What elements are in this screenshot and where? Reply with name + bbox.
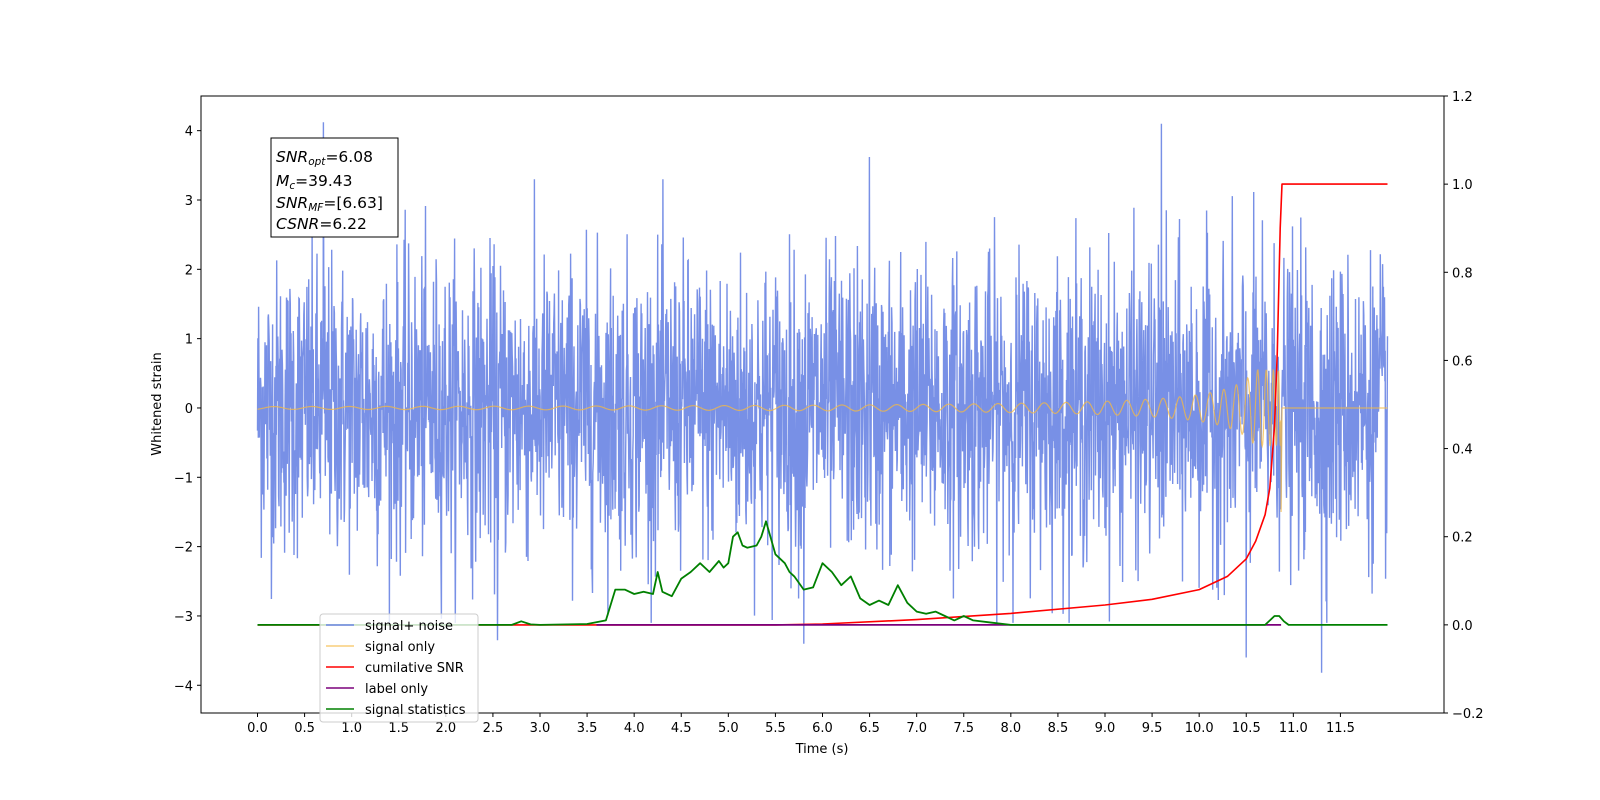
x-tick-label: 6.5: [859, 721, 880, 736]
x-tick-label: 7.5: [953, 721, 974, 736]
y-left-tick-label: 1: [185, 333, 193, 348]
annotation-box: SNRopt=6.08 Mc=39.43 SNRMF=[6.63] CSNR=6…: [270, 137, 399, 238]
y-right-tick-label: 0.4: [1452, 443, 1473, 458]
x-tick-label: 7.0: [906, 721, 927, 736]
y-left-tick-label: 3: [185, 194, 193, 209]
x-tick-label: 2.0: [435, 721, 456, 736]
legend-frame: [319, 613, 479, 723]
y-left-tick-label: 4: [185, 125, 193, 140]
legend-label-cumulative-snr: cumilative SNR: [365, 661, 464, 676]
x-tick-label: 11.0: [1279, 721, 1308, 736]
y-right-tick-label: 0.8: [1452, 266, 1473, 281]
series-signal-statistics: [257, 520, 1388, 626]
x-tick-label: 9.0: [1095, 721, 1116, 736]
annotation-frame: [270, 137, 399, 238]
series-signal-only: [257, 368, 1388, 513]
y-axis-right: 1.2 1.0 0.8 0.6 0.4 0.2 0.0 −0.2: [1444, 90, 1484, 722]
x-tick-label: 5.5: [765, 721, 786, 736]
series-signal-noise: [256, 122, 1389, 673]
x-tick-label: 10.0: [1185, 721, 1214, 736]
y-left-tick-label: 2: [185, 263, 193, 278]
x-tick-label: 8.5: [1048, 721, 1069, 736]
legend-label-signal-only: signal only: [365, 640, 435, 655]
y-left-tick-label: −3: [174, 610, 193, 625]
y-right-tick-label: 0.2: [1452, 531, 1473, 546]
x-tick-label: 1.0: [341, 721, 362, 736]
y-right-tick-label: 1.2: [1452, 90, 1473, 105]
x-tick-label: 3.0: [530, 721, 551, 736]
x-tick-label: 8.0: [1000, 721, 1021, 736]
y-right-tick-label: 1.0: [1452, 178, 1473, 193]
x-tick-label: 0.0: [247, 721, 268, 736]
y-right-tick-label: 0.0: [1452, 619, 1473, 634]
series-cumulative-snr: [257, 183, 1388, 626]
y-axis-label-left: Whitened strain: [150, 352, 165, 455]
annotation-snr-opt: SNRopt=6.08: [276, 148, 373, 168]
annotation-snr-mf: SNRMF=[6.63]: [276, 194, 383, 214]
y-axis-left: 4 3 2 1 0 −1 −2 −3 −4: [174, 125, 201, 694]
y-left-tick-label: −1: [174, 471, 193, 486]
y-left-tick-label: −2: [174, 541, 193, 556]
y-right-tick-label: 0.6: [1452, 354, 1473, 369]
legend: signal+ noise signal only cumilative SNR…: [319, 613, 479, 723]
annotation-chirp-mass: Mc=39.43: [276, 172, 353, 192]
x-tick-label: 10.5: [1232, 721, 1261, 736]
y-left-tick-label: 0: [185, 402, 193, 417]
x-tick-label: 0.5: [294, 721, 315, 736]
y-right-tick-label: −0.2: [1452, 707, 1484, 722]
legend-label-signal-statistics: signal statistics: [365, 703, 466, 718]
annotation-csnr: CSNR=6.22: [276, 215, 367, 233]
y-left-tick-label: −4: [174, 679, 193, 694]
x-tick-label: 5.0: [718, 721, 739, 736]
legend-label-label-only: label only: [365, 682, 428, 697]
x-tick-label: 2.5: [483, 721, 504, 736]
x-tick-label: 9.5: [1142, 721, 1163, 736]
x-axis-label: Time (s): [795, 742, 849, 757]
x-tick-label: 1.5: [388, 721, 409, 736]
x-tick-label: 11.5: [1326, 721, 1355, 736]
x-tick-label: 6.0: [812, 721, 833, 736]
x-tick-label: 3.5: [577, 721, 598, 736]
x-tick-label: 4.5: [671, 721, 692, 736]
x-tick-label: 4.0: [624, 721, 645, 736]
legend-label-signal-noise: signal+ noise: [365, 619, 453, 634]
plot-area: [256, 122, 1389, 673]
x-axis: 0.0 0.5 1.0 1.5 2.0 2.5 3.0 3.5 4.0 4.5 5.0 5.5 6.0 6…: [247, 713, 1355, 736]
